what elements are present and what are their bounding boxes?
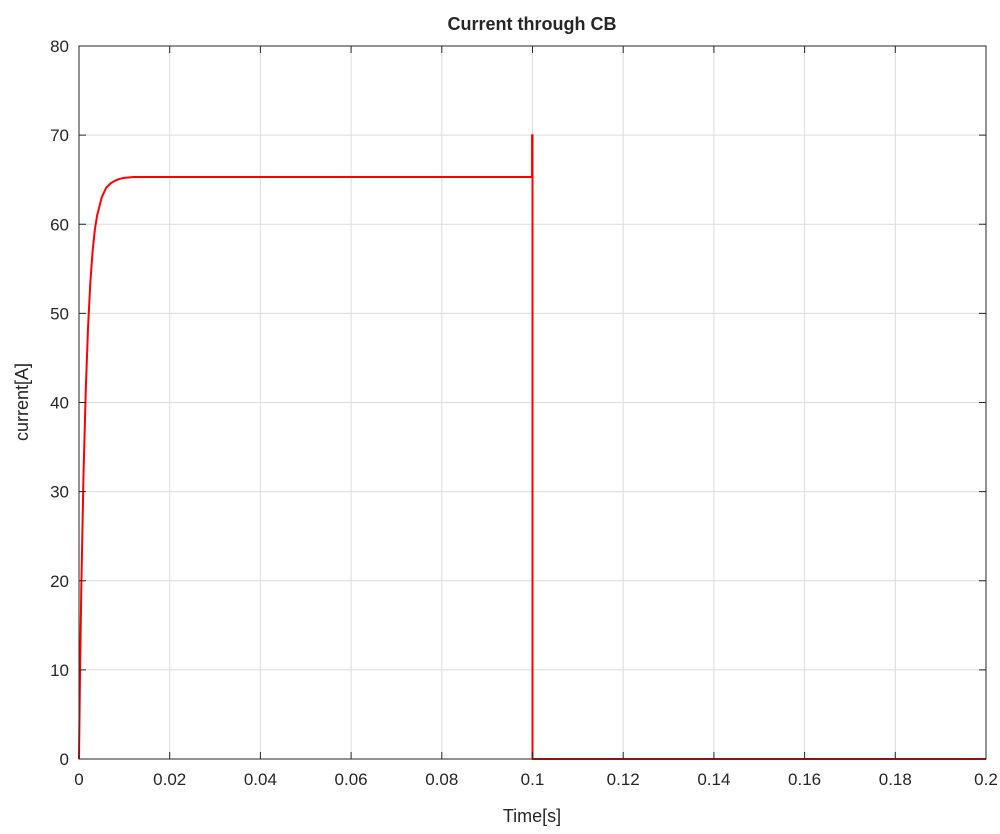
chart-title: Current through CB: [448, 14, 617, 34]
x-tick-label: 0.14: [697, 770, 730, 789]
x-tick-label: 0.06: [335, 770, 368, 789]
x-axis-title: Time[s]: [503, 806, 561, 826]
x-tick-label: 0.02: [153, 770, 186, 789]
x-tick-label: 0.08: [425, 770, 458, 789]
y-axis-title: current[A]: [12, 363, 32, 441]
x-tick-label: 0.1: [521, 770, 545, 789]
y-tick-label: 70: [50, 126, 69, 145]
y-tick-label: 30: [50, 483, 69, 502]
y-tick-label: 10: [50, 661, 69, 680]
x-tick-label: 0.04: [244, 770, 277, 789]
x-tick-label: 0.2: [974, 770, 998, 789]
ticks: 0 0.02 0.04 0.06 0.08 0.1 0.12 0.14 0.16 0.18 0.2 0…: [50, 37, 998, 789]
x-tick-label: 0.16: [788, 770, 821, 789]
y-tick-label: 20: [50, 572, 69, 591]
series-layer: [78, 134, 986, 760]
x-tick-label: 0: [74, 770, 83, 789]
x-tick-label: 0.18: [879, 770, 912, 789]
y-tick-label: 0: [60, 750, 69, 769]
y-tick-label: 60: [50, 215, 69, 234]
x-tick-label: 0.12: [607, 770, 640, 789]
y-tick-label: 50: [50, 304, 69, 323]
y-tick-label: 80: [50, 37, 69, 56]
y-tick-label: 40: [50, 394, 69, 413]
series-line-0: [78, 134, 986, 760]
